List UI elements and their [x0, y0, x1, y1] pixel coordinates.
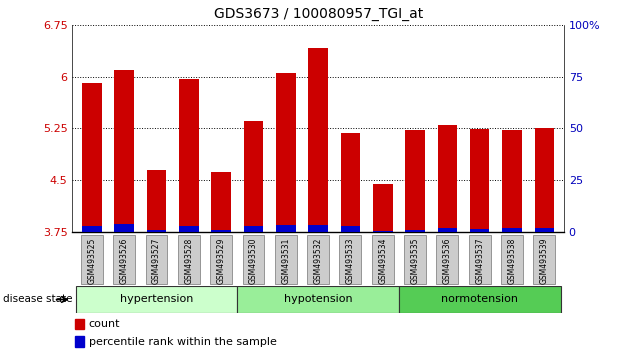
Text: GSM493529: GSM493529 — [217, 238, 226, 284]
Bar — [470, 229, 490, 232]
Bar — [470, 129, 490, 232]
Bar — [309, 225, 328, 232]
FancyBboxPatch shape — [534, 235, 556, 285]
FancyBboxPatch shape — [113, 235, 135, 285]
FancyBboxPatch shape — [178, 235, 200, 285]
FancyBboxPatch shape — [275, 235, 297, 285]
Bar — [115, 70, 134, 232]
FancyBboxPatch shape — [340, 235, 362, 285]
Bar — [438, 125, 457, 232]
Bar — [244, 226, 263, 232]
Bar — [115, 224, 134, 232]
FancyBboxPatch shape — [469, 235, 491, 285]
Bar — [535, 128, 554, 232]
FancyBboxPatch shape — [210, 235, 232, 285]
Text: GSM493526: GSM493526 — [120, 238, 129, 284]
Text: GSM493538: GSM493538 — [508, 238, 517, 284]
Bar — [535, 228, 554, 232]
Text: GSM493539: GSM493539 — [540, 238, 549, 284]
FancyBboxPatch shape — [404, 235, 426, 285]
FancyBboxPatch shape — [243, 235, 265, 285]
Bar — [82, 84, 101, 232]
Bar — [179, 79, 198, 232]
Text: GSM493527: GSM493527 — [152, 238, 161, 284]
Text: disease state: disease state — [3, 295, 72, 304]
Bar — [406, 230, 425, 232]
Text: GSM493536: GSM493536 — [443, 238, 452, 284]
Text: count: count — [89, 319, 120, 329]
Text: GSM493537: GSM493537 — [475, 238, 484, 284]
Bar — [276, 73, 295, 232]
Text: GSM493528: GSM493528 — [185, 238, 193, 284]
Text: GSM493533: GSM493533 — [346, 238, 355, 284]
Text: percentile rank within the sample: percentile rank within the sample — [89, 337, 277, 347]
Bar — [147, 230, 166, 232]
Bar — [341, 133, 360, 232]
Text: GSM493532: GSM493532 — [314, 238, 323, 284]
FancyBboxPatch shape — [81, 235, 103, 285]
Bar — [309, 47, 328, 232]
Bar — [244, 121, 263, 232]
Bar — [212, 172, 231, 232]
Bar — [82, 226, 101, 232]
Text: GSM493530: GSM493530 — [249, 238, 258, 284]
Bar — [438, 228, 457, 232]
Bar — [76, 336, 84, 347]
Bar — [373, 184, 392, 232]
Text: GSM493525: GSM493525 — [88, 238, 96, 284]
Bar — [341, 226, 360, 232]
Bar — [406, 130, 425, 232]
Text: normotension: normotension — [441, 295, 518, 304]
FancyBboxPatch shape — [501, 235, 523, 285]
Bar — [503, 228, 522, 232]
Bar — [276, 225, 295, 232]
Text: GSM493535: GSM493535 — [411, 238, 420, 284]
Text: hypotension: hypotension — [284, 295, 352, 304]
FancyBboxPatch shape — [76, 286, 238, 313]
Bar — [147, 170, 166, 232]
FancyBboxPatch shape — [372, 235, 394, 285]
Bar — [212, 230, 231, 232]
Text: hypertension: hypertension — [120, 295, 193, 304]
Bar — [503, 130, 522, 232]
FancyBboxPatch shape — [399, 286, 561, 313]
Text: GSM493531: GSM493531 — [282, 238, 290, 284]
Text: GSM493534: GSM493534 — [378, 238, 387, 284]
FancyBboxPatch shape — [437, 235, 459, 285]
Title: GDS3673 / 100080957_TGI_at: GDS3673 / 100080957_TGI_at — [214, 7, 423, 21]
Bar — [373, 231, 392, 232]
Bar — [179, 226, 198, 232]
Bar — [76, 319, 84, 329]
FancyBboxPatch shape — [307, 235, 329, 285]
FancyBboxPatch shape — [146, 235, 168, 285]
FancyBboxPatch shape — [238, 286, 399, 313]
